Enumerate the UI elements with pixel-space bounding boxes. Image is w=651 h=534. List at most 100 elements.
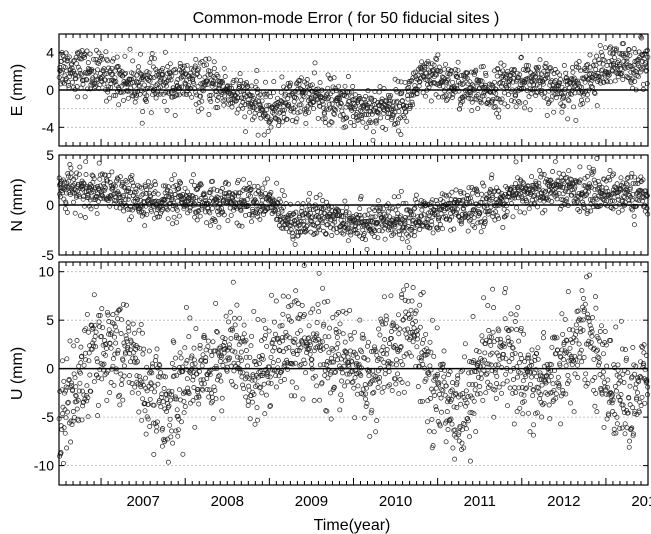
data-point — [166, 391, 172, 397]
data-point — [449, 189, 455, 195]
data-point — [337, 227, 343, 233]
data-point — [169, 428, 175, 434]
data-point — [584, 211, 590, 216]
data-point — [104, 178, 110, 184]
data-point — [437, 68, 443, 74]
data-point — [247, 188, 253, 194]
data-point — [480, 180, 485, 186]
data-point — [631, 70, 637, 76]
data-point — [507, 385, 513, 391]
data-point — [428, 98, 434, 104]
data-point — [455, 67, 461, 73]
data-point — [405, 96, 411, 102]
data-point — [271, 367, 277, 373]
data-point — [408, 307, 414, 313]
data-point — [502, 290, 508, 296]
data-point — [353, 230, 359, 236]
data-point — [536, 180, 542, 186]
data-point — [257, 102, 263, 108]
data-point — [440, 83, 446, 89]
data-point — [482, 82, 488, 88]
data-point — [497, 70, 503, 75]
data-point — [512, 67, 517, 72]
data-point — [101, 195, 107, 201]
data-point — [485, 303, 491, 309]
data-point — [512, 350, 518, 356]
data-point — [340, 208, 345, 214]
data-point — [543, 60, 549, 66]
data-point — [621, 194, 627, 199]
data-point — [606, 70, 612, 76]
data-point — [471, 72, 477, 78]
data-point — [187, 208, 193, 214]
data-point — [215, 74, 221, 79]
data-point — [259, 338, 264, 344]
data-point — [223, 345, 229, 351]
data-point — [644, 194, 650, 199]
data-point — [101, 181, 106, 187]
data-point — [189, 94, 195, 100]
data-point — [293, 119, 299, 125]
data-point — [57, 388, 63, 394]
data-point — [551, 109, 557, 115]
data-point — [545, 74, 551, 80]
data-point — [165, 436, 170, 442]
data-point — [326, 350, 332, 356]
data-point — [365, 212, 371, 218]
data-point — [118, 198, 124, 204]
data-point — [410, 285, 416, 290]
data-point — [577, 164, 583, 170]
data-point — [337, 113, 343, 119]
data-point — [439, 191, 445, 197]
data-point — [117, 402, 123, 408]
data-point — [253, 79, 259, 85]
data-point — [332, 216, 338, 222]
data-point — [401, 287, 407, 293]
data-point — [363, 111, 369, 117]
data-point — [325, 221, 331, 227]
data-point — [220, 209, 226, 215]
data-point — [620, 77, 626, 82]
data-point — [239, 223, 245, 229]
data-point — [95, 76, 101, 82]
data-point — [240, 338, 246, 344]
data-point — [298, 102, 304, 108]
data-point — [123, 178, 129, 184]
data-point — [311, 70, 317, 76]
data-point — [612, 78, 618, 84]
data-point — [136, 82, 142, 88]
data-point — [278, 89, 284, 95]
data-point — [424, 419, 430, 425]
data-point — [284, 116, 290, 122]
data-point — [250, 98, 256, 104]
data-point — [578, 97, 584, 103]
data-point — [396, 228, 402, 234]
data-point — [212, 388, 218, 393]
data-point — [121, 193, 127, 199]
data-point — [370, 214, 376, 220]
data-point — [242, 339, 248, 345]
data-point — [197, 345, 203, 351]
data-point — [509, 351, 515, 357]
data-point — [631, 46, 637, 52]
data-point — [59, 69, 65, 75]
data-point — [378, 316, 384, 322]
data-point — [68, 165, 74, 171]
data-point — [219, 186, 225, 191]
data-point — [482, 219, 488, 225]
data-point — [224, 368, 230, 374]
data-point — [152, 389, 158, 395]
data-point — [268, 190, 274, 195]
data-point — [456, 88, 462, 94]
data-point — [432, 80, 438, 86]
data-point — [385, 361, 391, 367]
data-point — [475, 374, 481, 380]
data-point — [404, 351, 409, 357]
data-point — [118, 331, 124, 336]
data-point — [78, 360, 84, 366]
data-point — [207, 372, 213, 378]
data-point — [124, 179, 130, 185]
data-point — [353, 103, 359, 109]
data-point — [130, 180, 136, 186]
data-point — [549, 78, 555, 84]
